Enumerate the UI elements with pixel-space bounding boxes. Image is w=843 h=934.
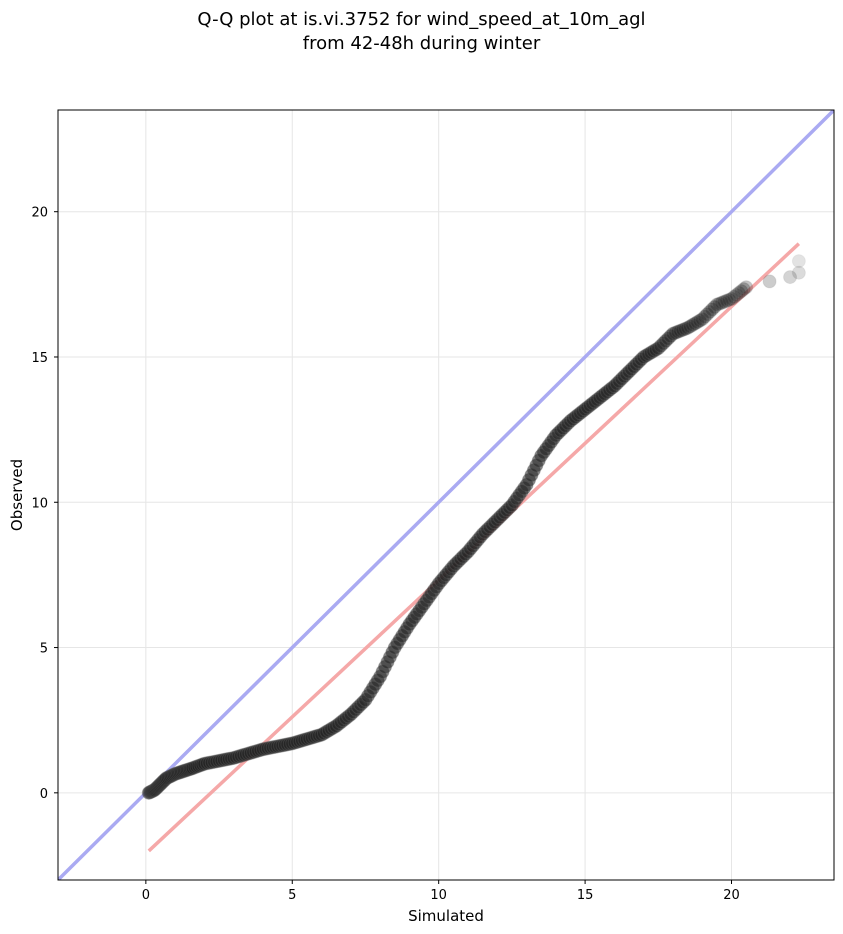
axis-ticks: 0 5 10 15 20 0 5 10 15 20 (31, 206, 739, 903)
quantile-point (695, 312, 710, 327)
quantile-point (685, 318, 700, 333)
quantile-point (690, 315, 705, 330)
quantile-point (658, 334, 673, 348)
quantile-point (683, 319, 698, 334)
x-tick-label: 5 (288, 888, 296, 903)
quantile-point (734, 284, 749, 299)
quantile-point (663, 329, 678, 344)
quantile-point (722, 292, 737, 307)
quantile-point (739, 280, 754, 295)
quantile-point (656, 336, 671, 351)
quantile-point (700, 307, 715, 322)
grid-lines (58, 110, 834, 880)
quantile-point (704, 302, 719, 317)
quantile-point (714, 295, 729, 310)
quantile-point (717, 294, 732, 309)
quantile-point (665, 326, 680, 341)
x-tick-label: 20 (723, 888, 740, 903)
quantile-point (692, 313, 707, 328)
quantile-point (712, 296, 727, 311)
y-tick-label: 15 (31, 351, 48, 366)
y-axis-label: Observed (8, 459, 26, 531)
quantile-point (687, 316, 702, 331)
quantile-point (724, 291, 739, 306)
quantile-point (653, 338, 668, 353)
quantile-point (648, 342, 663, 357)
quantile-point (707, 300, 722, 315)
quantile-point (661, 331, 676, 346)
y-tick-label: 5 (40, 642, 48, 657)
quantile-point (709, 297, 724, 312)
quantile-point (791, 254, 806, 269)
quantile-point (731, 286, 746, 301)
reference-lines (58, 110, 834, 880)
chart-title: Q-Q plot at is.vi.3752 for wind_speed_at… (0, 8, 843, 56)
y-tick-label: 0 (40, 787, 48, 802)
quantile-point (762, 274, 777, 289)
quantile-point (697, 309, 712, 324)
x-axis-label: Simulated (408, 907, 484, 925)
x-tick-label: 10 (430, 888, 447, 903)
quantile-point (702, 304, 717, 319)
x-tick-label: 15 (577, 888, 594, 903)
quantile-point (719, 293, 734, 308)
y-tick-label: 20 (31, 206, 48, 221)
quantile-point (678, 321, 693, 336)
quantile-point (675, 322, 690, 337)
quantile-points (141, 254, 806, 800)
quantile-point (670, 324, 685, 339)
quantile-point (673, 323, 688, 338)
quantile-point (736, 282, 751, 297)
chart-title-line-2: from 42-48h during winter (302, 33, 541, 54)
quantile-point (680, 320, 695, 335)
quantile-point (729, 287, 744, 302)
one-to-one-line (58, 110, 834, 880)
quantile-point (791, 265, 806, 280)
quantile-point (783, 270, 798, 285)
quantile-point (651, 341, 666, 356)
y-tick-label: 10 (31, 496, 48, 511)
x-tick-label: 0 (142, 888, 150, 903)
quantile-point (726, 289, 741, 304)
plot-frame (57, 109, 835, 881)
chart-title-line-1: Q-Q plot at is.vi.3752 for wind_speed_at… (197, 9, 646, 30)
quantile-point (668, 325, 683, 340)
